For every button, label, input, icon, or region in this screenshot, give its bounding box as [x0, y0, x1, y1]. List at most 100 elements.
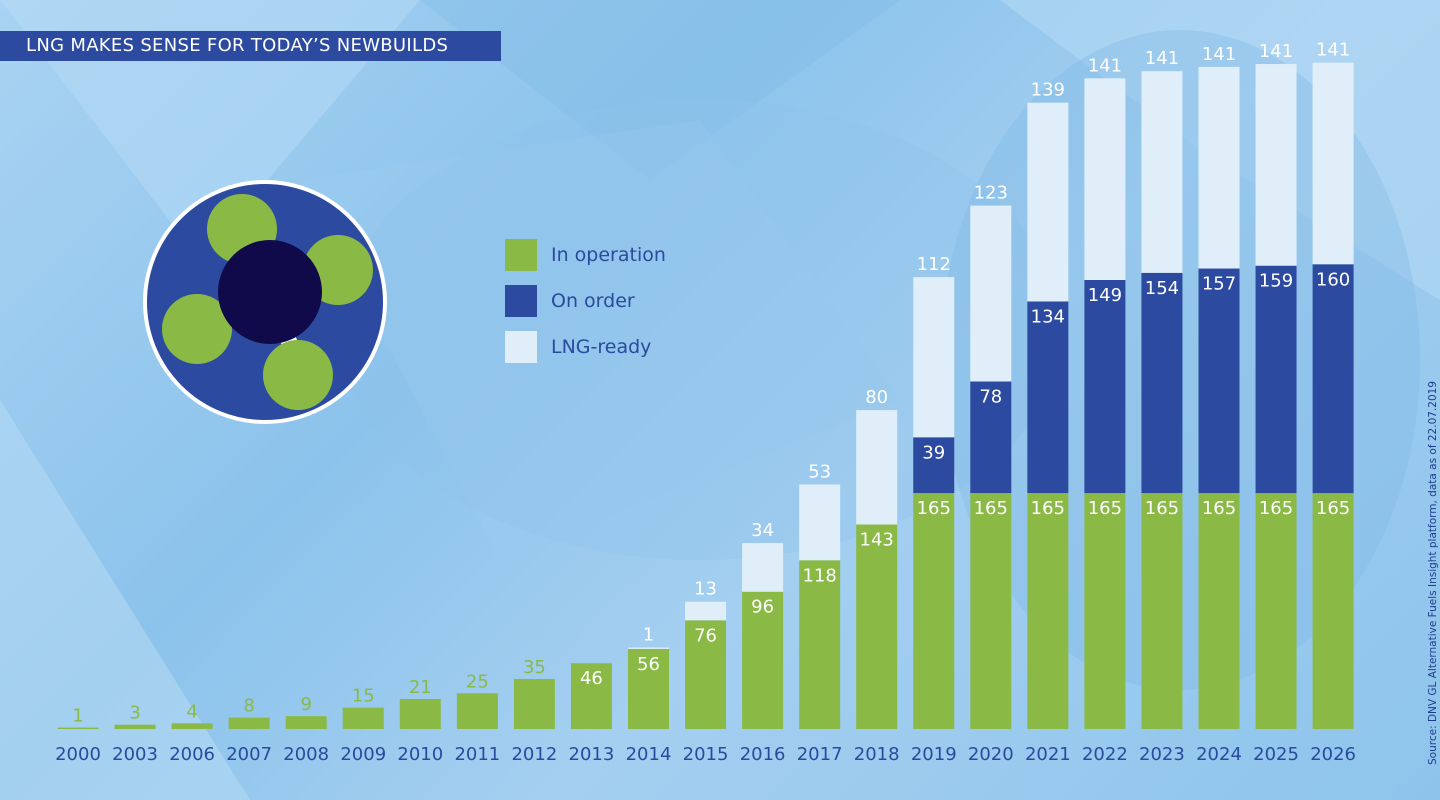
data-label-on-order: 159 [1259, 271, 1293, 292]
bar-in-operation [1312, 493, 1354, 729]
data-label-lng-ready: 141 [1145, 48, 1179, 69]
data-label-in-operation: 46 [580, 668, 603, 689]
data-label-in-operation: 8 [243, 696, 254, 717]
bar-on-order [1198, 268, 1240, 494]
bar-in-operation [742, 591, 784, 729]
bar-lng-ready [628, 647, 669, 649]
bar-in-operation [970, 493, 1012, 729]
data-label-in-operation: 96 [751, 597, 774, 618]
data-label-in-operation: 165 [1259, 498, 1293, 519]
x-tick-label: 2013 [569, 744, 615, 765]
x-tick-label: 2006 [169, 744, 215, 765]
x-tick-label: 2023 [1139, 744, 1185, 765]
data-label-in-operation: 4 [186, 701, 197, 722]
x-tick-label: 2015 [683, 744, 729, 765]
bar-on-order [1255, 265, 1297, 494]
source-note: Source: DNV GL Alternative Fuels Insight… [1427, 381, 1439, 765]
data-label-in-operation: 165 [1031, 498, 1065, 519]
data-label-in-operation: 165 [1145, 498, 1179, 519]
bar-lng-ready [970, 205, 1012, 382]
data-label-lng-ready: 80 [865, 387, 888, 408]
data-label-lng-ready: 139 [1031, 80, 1065, 101]
data-label-lng-ready: 141 [1259, 41, 1293, 62]
data-label-in-operation: 76 [694, 625, 717, 646]
data-label-on-order: 154 [1145, 278, 1179, 299]
bar-lng-ready [856, 410, 898, 525]
bar-lng-ready [1198, 66, 1240, 269]
legend-item-lng-ready: LNG-ready [505, 324, 666, 370]
x-tick-label: 2017 [797, 744, 843, 765]
bar-in-operation [685, 620, 727, 729]
data-label-lng-ready: 141 [1202, 44, 1236, 65]
legend-label: LNG-ready [551, 336, 652, 358]
x-tick-label: 2012 [511, 744, 557, 765]
data-label-in-operation: 21 [409, 677, 432, 698]
bar-in-operation [799, 560, 841, 729]
data-label-on-order: 160 [1316, 269, 1350, 290]
x-tick-label: 2007 [226, 744, 272, 765]
x-tick-label: 2009 [340, 744, 386, 765]
legend-item-on-order: On order [505, 278, 666, 324]
data-label-in-operation: 1 [72, 706, 83, 727]
data-label-on-order: 39 [922, 442, 945, 463]
x-tick-label: 2008 [283, 744, 329, 765]
bar-in-operation [513, 678, 555, 729]
data-label-lng-ready: 34 [751, 520, 774, 541]
data-label-on-order: 78 [979, 387, 1002, 408]
data-label-in-operation: 25 [466, 671, 489, 692]
bar-lng-ready [913, 277, 955, 438]
data-label-lng-ready: 112 [917, 254, 951, 275]
data-label-lng-ready: 13 [694, 579, 717, 600]
legend-swatch [505, 285, 537, 317]
bar-in-operation [1141, 493, 1183, 729]
legend-label: In operation [551, 244, 666, 266]
data-label-in-operation: 165 [1316, 498, 1350, 519]
x-tick-label: 2010 [397, 744, 443, 765]
bar-in-operation [1198, 493, 1240, 729]
bar-in-operation [856, 524, 898, 729]
bar-in-operation [342, 707, 384, 729]
data-label-in-operation: 165 [1202, 498, 1236, 519]
data-label-in-operation: 15 [352, 686, 375, 707]
chart-legend: In operation On order LNG-ready [505, 232, 666, 370]
bar-in-operation [628, 648, 669, 729]
data-label-in-operation: 35 [523, 657, 546, 678]
bar-lng-ready [1312, 62, 1354, 265]
bar-in-operation [913, 493, 955, 729]
bar-lng-ready [685, 601, 727, 621]
bar-in-operation [171, 723, 213, 729]
legend-swatch [505, 331, 537, 363]
data-label-lng-ready: 141 [1088, 55, 1122, 76]
bar-in-operation [285, 716, 327, 729]
data-label-lng-ready: 123 [974, 183, 1008, 204]
bar-lng-ready [1027, 102, 1069, 302]
x-tick-label: 2014 [626, 744, 672, 765]
bar-on-order [1084, 279, 1126, 494]
x-tick-label: 2019 [911, 744, 957, 765]
bar-lng-ready [742, 543, 784, 592]
x-tick-label: 2026 [1310, 744, 1356, 765]
bar-in-operation [228, 717, 270, 729]
x-tick-label: 2020 [968, 744, 1014, 765]
bar-in-operation [1027, 493, 1069, 729]
bar-lng-ready [1084, 78, 1126, 280]
data-label-in-operation: 165 [1088, 498, 1122, 519]
data-label-in-operation: 165 [917, 498, 951, 519]
legend-swatch [505, 239, 537, 271]
bar-on-order [970, 381, 1012, 494]
data-label-in-operation: 9 [300, 694, 311, 715]
bar-on-order [1312, 264, 1354, 494]
x-tick-label: 2021 [1025, 744, 1071, 765]
bar-on-order [1141, 272, 1183, 494]
data-label-in-operation: 118 [802, 565, 836, 586]
x-tick-label: 2016 [740, 744, 786, 765]
bar-in-operation [114, 724, 156, 729]
bar-in-operation [57, 727, 99, 729]
bar-in-operation [1084, 493, 1126, 729]
data-label-lng-ready: 53 [808, 461, 831, 482]
data-label-lng-ready: 1 [643, 624, 654, 645]
data-label-lng-ready: 141 [1316, 40, 1350, 61]
bar-in-operation [456, 693, 498, 729]
lng-molecule-icon [143, 180, 387, 424]
